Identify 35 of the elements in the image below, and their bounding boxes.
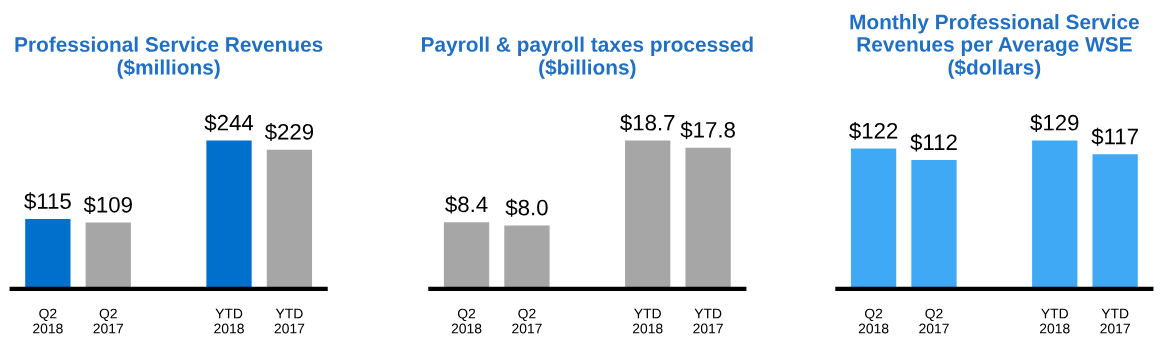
data-label: $115	[24, 192, 71, 211]
x-tick-label: YTD 2018	[1040, 308, 1070, 334]
bar	[625, 140, 671, 289]
data-label: $18.7	[620, 113, 675, 132]
x-tick-label: Q2 2018	[33, 308, 63, 334]
data-label: $229	[264, 123, 314, 142]
data-label: $244	[204, 113, 254, 132]
x-tick-label: Q2 2018	[858, 308, 889, 334]
x-tick-label: Q2 2017	[93, 308, 123, 334]
bar	[504, 225, 550, 289]
chart-title: Professional Service Revenues ($millions)	[15, 36, 323, 79]
data-label: $117	[1091, 127, 1138, 146]
x-tick-label: Q2 2017	[512, 308, 542, 334]
bar	[85, 222, 131, 289]
x-tick-label: YTD 2017	[1100, 308, 1130, 334]
bar	[206, 140, 252, 289]
x-tick-label: Q2 2018	[451, 308, 482, 334]
x-tick-label: Q2 2017	[919, 308, 949, 334]
data-label: $112	[910, 133, 957, 152]
x-tick-label: YTD 2017	[274, 308, 305, 334]
data-label: $129	[1030, 113, 1079, 132]
data-label: $8.0	[505, 198, 548, 217]
bar	[685, 147, 731, 289]
data-label: $109	[83, 195, 132, 214]
x-tick-label: YTD 2017	[693, 308, 723, 334]
x-tick-label: YTD 2018	[214, 308, 244, 334]
x-tick-label: YTD 2018	[632, 308, 663, 334]
data-label: $8.4	[445, 195, 488, 214]
bar	[25, 218, 71, 289]
bar	[443, 222, 490, 289]
bar	[266, 149, 313, 289]
chart-title: Payroll & payroll taxes processed ($billions)	[421, 36, 753, 79]
data-label: $17.8	[680, 121, 735, 140]
data-label: $122	[849, 121, 898, 140]
chart-title: Monthly Professional Service Revenues per Average WSE ($dollars)	[850, 14, 1139, 79]
